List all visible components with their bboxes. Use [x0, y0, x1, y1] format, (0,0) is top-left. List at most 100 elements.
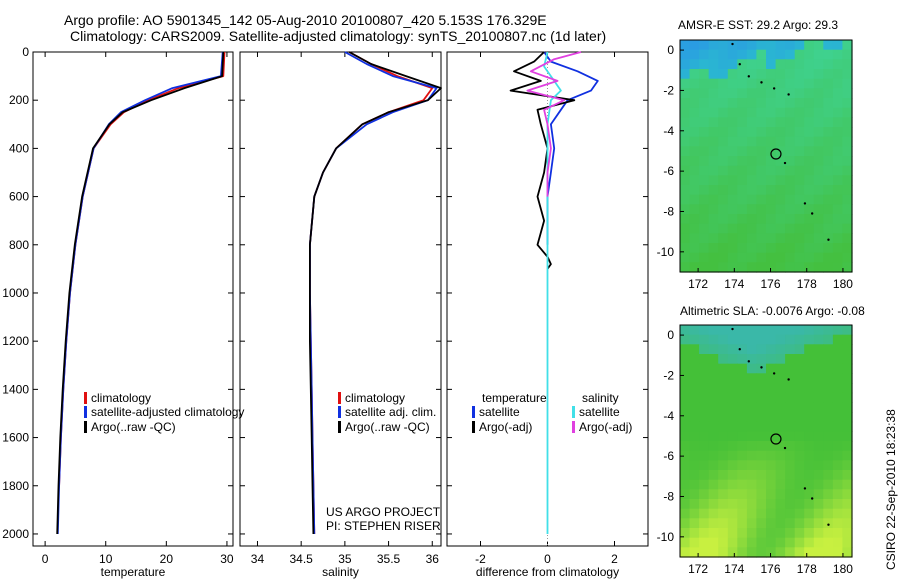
map-cell — [737, 185, 748, 196]
map-cell — [680, 98, 691, 109]
map-cell — [708, 165, 719, 176]
map-cell — [775, 470, 786, 481]
legend-temp-argo: Argo(..raw -QC) — [84, 420, 176, 434]
map-cell — [699, 88, 710, 99]
map-cell — [756, 528, 767, 539]
map-cell — [813, 252, 824, 263]
map-cell — [775, 421, 786, 432]
map-cell — [737, 383, 748, 394]
map-cell — [727, 175, 738, 186]
map-cell — [842, 334, 853, 345]
map-cell — [746, 499, 758, 510]
map-cell — [832, 344, 844, 355]
map-cell — [689, 136, 700, 147]
map-frame — [679, 324, 853, 558]
map-cell — [766, 479, 777, 490]
map-cell — [718, 528, 729, 539]
map-cell — [699, 194, 710, 205]
map-cell — [832, 146, 844, 157]
map-cell — [718, 252, 729, 263]
y-tick-label: 200 — [9, 93, 29, 107]
map-cell — [842, 383, 853, 394]
map-cell — [785, 479, 796, 490]
map-cell — [775, 508, 786, 519]
map-cell — [823, 252, 834, 263]
map-cell — [813, 127, 824, 138]
map-cell — [756, 450, 767, 461]
map-cell — [813, 107, 824, 118]
map-cell — [785, 363, 796, 374]
map-cell — [756, 88, 767, 99]
map-cell — [756, 383, 767, 394]
map-cell — [794, 402, 805, 413]
series-line-climatology — [308, 51, 434, 535]
map-cell — [756, 98, 767, 109]
map-cell — [718, 185, 729, 196]
map-cell — [842, 262, 853, 273]
map-cell — [842, 40, 853, 51]
map-cell — [699, 508, 710, 519]
map-y-tick-label: -10 — [657, 245, 675, 259]
map-cell — [756, 421, 767, 432]
map-cell — [842, 136, 853, 147]
map-cell — [842, 252, 853, 263]
map-cell — [804, 185, 815, 196]
map-cell — [832, 127, 844, 138]
map-cell — [708, 363, 719, 374]
map-cell — [718, 59, 729, 70]
map-cell — [718, 325, 729, 336]
map-cell — [813, 518, 824, 529]
map-cell — [727, 136, 738, 147]
map-cell — [680, 392, 691, 403]
map-cell — [718, 204, 729, 215]
map-cell — [775, 334, 786, 345]
map-cell — [756, 431, 767, 442]
map-cell — [842, 537, 853, 548]
map-cell — [737, 69, 748, 80]
map-cell — [775, 165, 786, 176]
map-cell — [823, 262, 834, 273]
map-cell — [813, 489, 824, 500]
map-cell — [785, 547, 796, 558]
map-cell — [689, 402, 700, 413]
map-cell — [823, 117, 834, 128]
map-cell — [804, 547, 815, 558]
map-cell — [737, 59, 748, 70]
map-cell — [689, 489, 700, 500]
map-cell — [785, 392, 796, 403]
map-cell — [689, 373, 700, 384]
map-cell — [689, 344, 700, 355]
map-cell — [689, 98, 700, 109]
map-cell — [718, 489, 729, 500]
map-cell — [680, 421, 691, 432]
map-cell — [689, 354, 700, 365]
track-point — [731, 327, 734, 331]
map-cell — [832, 223, 844, 234]
map-cell — [832, 262, 844, 273]
map-cell — [727, 518, 738, 529]
map-cell — [708, 194, 719, 205]
map-cell — [842, 518, 853, 529]
map-cell — [718, 49, 729, 60]
map-cell — [756, 204, 767, 215]
map-cell — [832, 402, 844, 413]
map-cell — [775, 499, 786, 510]
series-line-satellite-adjusted-climatology — [56, 51, 224, 535]
map-cell — [699, 383, 710, 394]
map-cell — [766, 223, 777, 234]
map-cell — [699, 499, 710, 510]
map-cell — [804, 489, 815, 500]
map-y-tick-label: -8 — [663, 204, 674, 218]
map-cell — [756, 508, 767, 519]
map-cell — [746, 40, 758, 51]
map-cell — [823, 40, 834, 51]
map-cell — [832, 252, 844, 263]
map-cell — [746, 252, 758, 263]
map-cell — [775, 383, 786, 394]
map-cell — [794, 204, 805, 215]
map-cell — [708, 518, 719, 529]
map-y-tick-label: -2 — [663, 83, 674, 97]
map-cell — [832, 59, 844, 70]
map-cell — [823, 363, 834, 374]
map-cell — [718, 175, 729, 186]
